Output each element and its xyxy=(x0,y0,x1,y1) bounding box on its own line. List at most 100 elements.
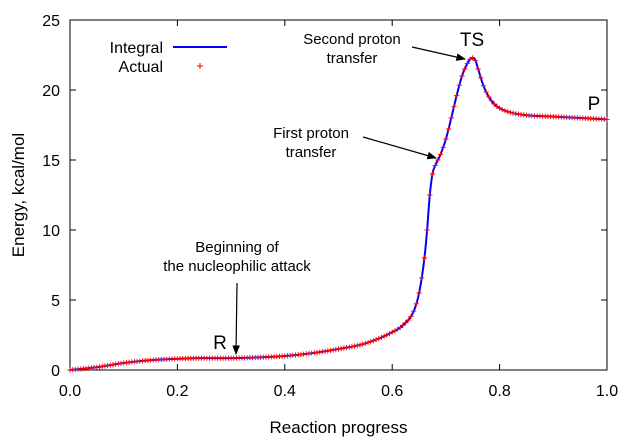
point-label-ts: TS xyxy=(460,30,484,51)
data-point-actual xyxy=(408,313,414,320)
plot-frame xyxy=(69,19,608,371)
data-point-actual xyxy=(451,104,457,110)
data-point-actual xyxy=(107,362,113,368)
y-tick-label: 0 xyxy=(51,363,60,380)
legend: Integral Actual xyxy=(110,40,227,76)
data-point-actual xyxy=(421,255,428,261)
data-point-actual xyxy=(604,116,610,122)
data-point-actual xyxy=(405,317,411,323)
data-point-actual xyxy=(357,342,363,348)
data-point-actual xyxy=(349,344,355,350)
data-point-actual xyxy=(352,343,358,349)
data-point-actual xyxy=(354,342,360,349)
data-point-actual xyxy=(467,56,473,62)
data-point-actual xyxy=(480,83,487,89)
x-tick-label: 0.0 xyxy=(59,383,81,400)
data-point-actual xyxy=(435,157,441,163)
data-point-actual xyxy=(483,89,489,95)
legend-swatch-actual xyxy=(197,63,203,69)
data-point-actual xyxy=(327,347,334,354)
data-point-actual xyxy=(478,75,484,81)
data-point-actual xyxy=(432,163,438,169)
data-point-actual xyxy=(454,93,460,99)
data-point-actual xyxy=(330,347,336,353)
data-point-actual xyxy=(389,329,395,335)
data-point-actual xyxy=(486,94,492,100)
annotation-second-proton-transfer: Second proton transfer xyxy=(303,31,401,67)
annotation-first-proton-transfer: First proton transfer xyxy=(273,125,349,161)
data-point-actual xyxy=(464,60,470,66)
data-point-actual xyxy=(462,66,468,72)
data-point-actual xyxy=(370,338,377,344)
data-point-actual xyxy=(392,328,398,334)
data-point-actual xyxy=(397,324,403,331)
data-point-actual xyxy=(346,344,352,350)
y-tick-label: 20 xyxy=(42,83,60,100)
data-point-actual xyxy=(499,107,505,113)
data-point-actual xyxy=(448,115,454,121)
data-point-actual xyxy=(335,346,342,352)
data-point-actual xyxy=(381,333,387,339)
data-point-actual xyxy=(437,151,444,157)
series-line-integral xyxy=(69,56,608,371)
annotations: Beginning of the nucleophilic attack First… xyxy=(163,30,601,355)
legend-label-integral: Integral xyxy=(110,40,163,57)
data-point-actual xyxy=(459,73,465,79)
data-point-actual xyxy=(386,331,393,337)
y-axis-title: Energy, kcal/mol xyxy=(9,133,28,257)
annotation-nucleophilic-attack-arrow xyxy=(232,282,240,355)
data-point-actual xyxy=(333,346,339,353)
y-axis: 0 5 10 15 20 25 xyxy=(42,13,607,380)
x-tick-label: 0.2 xyxy=(166,383,188,400)
data-point-actual xyxy=(443,136,449,142)
x-tick-label: 0.8 xyxy=(488,383,510,400)
data-point-actual xyxy=(360,341,366,347)
x-tick-label: 1.0 xyxy=(596,383,618,400)
data-point-actual xyxy=(424,227,430,233)
data-point-actual xyxy=(502,108,508,114)
data-point-actual xyxy=(505,109,511,115)
data-point-actual xyxy=(362,340,368,346)
data-point-actual xyxy=(456,82,462,88)
data-point-actual xyxy=(384,332,390,338)
point-label-r: R xyxy=(213,333,227,354)
data-point-actual xyxy=(491,101,497,107)
data-point-actual xyxy=(507,109,513,115)
data-point-actual xyxy=(343,344,350,351)
data-point-actual xyxy=(378,334,385,341)
data-point-actual xyxy=(376,335,382,342)
data-point-actual xyxy=(104,362,111,369)
data-point-actual xyxy=(403,320,409,326)
annotation-nucleophilic-attack: Beginning of the nucleophilic attack xyxy=(163,239,311,275)
x-tick-label: 0.4 xyxy=(274,383,296,400)
data-point-actual xyxy=(445,126,452,132)
data-point-actual xyxy=(368,339,374,345)
data-point-actual xyxy=(472,58,479,64)
data-point-actual xyxy=(494,103,500,110)
y-tick-label: 10 xyxy=(42,223,60,240)
data-point-actual xyxy=(475,66,481,72)
x-axis-title: Reaction progress xyxy=(270,418,408,437)
x-tick-label: 0.6 xyxy=(381,383,403,400)
y-tick-label: 5 xyxy=(51,293,60,310)
point-label-p: P xyxy=(588,94,601,115)
data-point-actual xyxy=(488,98,495,104)
legend-label-actual: Actual xyxy=(119,59,163,76)
annotation-first-proton-transfer-arrow xyxy=(362,136,437,160)
y-tick-label: 25 xyxy=(42,13,60,30)
x-axis: 0.0 0.2 0.4 0.6 0.8 1.0 xyxy=(59,20,618,400)
data-point-actual xyxy=(411,308,417,314)
data-point-actual xyxy=(470,55,476,61)
data-point-actual xyxy=(419,275,425,281)
data-point-actual xyxy=(338,345,344,352)
data-point-actual xyxy=(510,110,516,116)
data-point-actual xyxy=(416,290,422,296)
data-point-actual xyxy=(440,144,446,150)
data-point-actual xyxy=(365,339,371,346)
series-layer xyxy=(67,55,610,373)
data-point-actual xyxy=(513,111,519,117)
data-point-actual xyxy=(429,171,436,177)
data-point-actual xyxy=(413,301,419,307)
data-point-actual xyxy=(427,192,433,198)
